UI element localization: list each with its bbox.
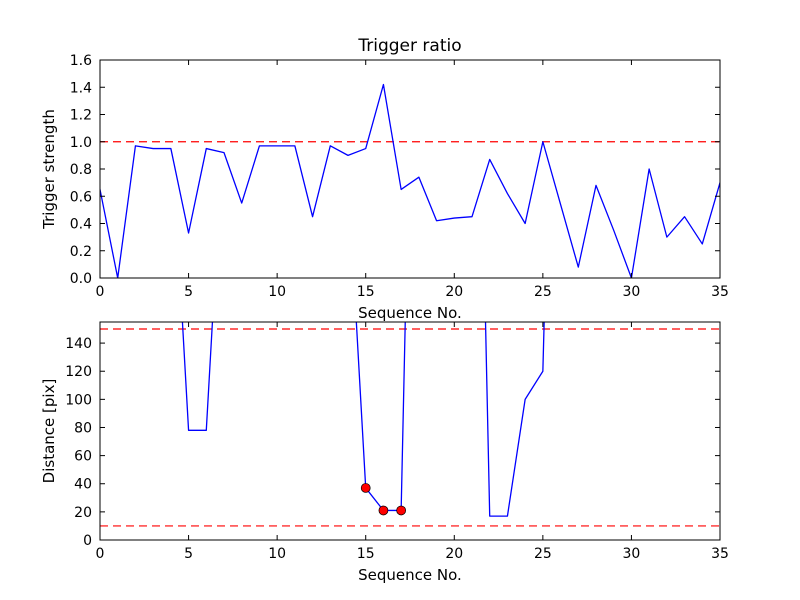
x-tick-label: 5 (184, 546, 193, 562)
x-tick-label: 0 (96, 284, 105, 300)
x-tick-label: 15 (357, 284, 375, 300)
y-tick-label: 0 (83, 533, 92, 549)
y-axis-label: Distance [pix] (40, 379, 58, 484)
y-tick-label: 0.4 (70, 217, 92, 233)
y-tick-label: 1.0 (70, 135, 92, 151)
y-tick-label: 60 (74, 449, 92, 465)
y-tick-label: 1.2 (70, 108, 92, 124)
x-tick-label: 10 (268, 284, 286, 300)
x-tick-label: 25 (534, 284, 552, 300)
x-tick-label: 15 (357, 546, 375, 562)
x-tick-label: 30 (623, 284, 641, 300)
x-tick-label: 35 (711, 546, 729, 562)
x-tick-label: 20 (445, 546, 463, 562)
y-tick-label: 100 (65, 392, 92, 408)
data-point-marker (360, 483, 371, 493)
x-tick-label: 10 (268, 546, 286, 562)
y-tick-label: 120 (65, 364, 92, 380)
trigger-ratio-plot: 0 5 10 15 20 25 30 35 0.0 0.2 0.4 0.6 0.8 1.0 1.2 1.4 1.… (40, 36, 729, 322)
y-tick-label: 20 (74, 505, 92, 521)
y-tick-label: 1.6 (70, 53, 92, 69)
x-tick-label: 5 (184, 284, 193, 300)
y-tick-label: 1.4 (70, 80, 92, 96)
y-tick-label: 0.8 (70, 162, 92, 178)
y-tick-label: 0.0 (70, 271, 92, 287)
axes-background (100, 60, 720, 278)
x-axis-label: Sequence No. (358, 304, 462, 322)
y-tick-label: 80 (74, 420, 92, 436)
y-axis-label: Trigger strength (40, 109, 58, 230)
x-tick-label: 20 (445, 284, 463, 300)
plot-title: Trigger ratio (357, 36, 461, 56)
y-tick-label: 40 (74, 477, 92, 493)
x-tick-label: 0 (96, 546, 105, 562)
x-tick-label: 25 (534, 546, 552, 562)
y-tick-label: 0.2 (70, 244, 92, 260)
trigger-strength-line (100, 83, 720, 278)
data-point-marker (396, 505, 406, 516)
x-tick-label: 35 (711, 284, 729, 300)
distance-line (181, 322, 545, 517)
y-tick-label: 140 (65, 336, 92, 352)
distance-plot: 0 5 10 15 20 25 30 35 0 20 40 60 80 100 120 140 Sequence… (40, 321, 729, 584)
axes-frame (99, 321, 721, 541)
y-tick-label: 0.6 (70, 189, 92, 205)
data-point-marker (378, 505, 389, 516)
x-tick-label: 30 (623, 546, 641, 562)
axes-background (100, 322, 720, 540)
x-axis-label: Sequence No. (358, 566, 462, 584)
